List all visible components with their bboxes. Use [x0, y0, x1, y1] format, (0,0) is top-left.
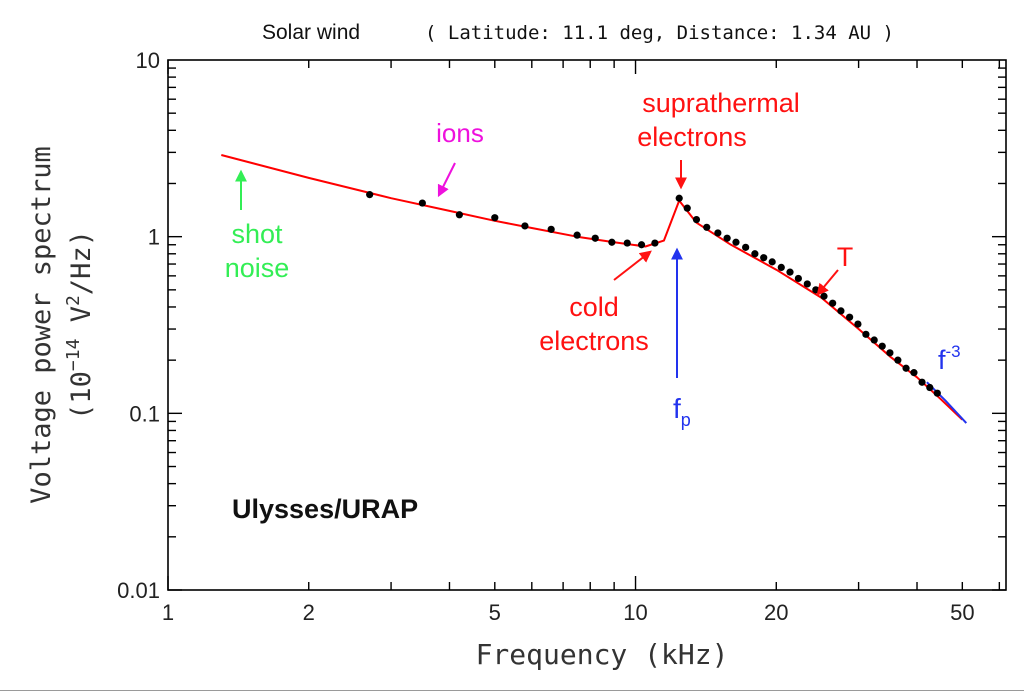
cold-electrons-label-line1: cold — [569, 292, 619, 322]
measured-point — [742, 243, 750, 251]
y-unit-prefix: (10 — [66, 371, 97, 420]
measured-point — [547, 225, 555, 233]
y-unit-mid: V — [66, 306, 97, 339]
temperature-arrow — [816, 269, 839, 296]
y-axis-ticks: 0.01 0.1 1 10 — [117, 48, 1006, 603]
y-unit-post: /Hz) — [66, 230, 97, 295]
f3-superscript: -3 — [946, 342, 961, 361]
measured-point — [455, 211, 463, 219]
measured-point — [675, 194, 683, 202]
model-fit-line — [221, 154, 963, 421]
x-tick-label: 5 — [489, 600, 501, 625]
x-tick-label: 2 — [303, 600, 315, 625]
measured-point — [768, 258, 776, 266]
measured-point — [418, 199, 426, 207]
measured-point — [651, 239, 659, 247]
measured-point — [760, 254, 768, 262]
measured-point — [820, 292, 828, 300]
y-tick-label: 1 — [148, 225, 160, 250]
series-layer — [221, 154, 968, 424]
measured-point — [683, 204, 691, 212]
y-axis-label-line1: Voltage power spectrum — [26, 146, 57, 504]
fp-subscript: p — [681, 410, 691, 430]
bottom-divider — [0, 690, 1024, 691]
measured-point — [366, 191, 374, 199]
measured-point — [837, 307, 845, 315]
measured-point — [591, 234, 599, 242]
measured-point — [723, 234, 731, 242]
suprathermal-label-line2: electrons — [637, 122, 747, 152]
y-tick-label: 0.1 — [129, 401, 160, 426]
instrument-label: Ulysses/URAP — [232, 494, 418, 524]
measured-point — [703, 223, 711, 231]
measured-point — [803, 280, 811, 288]
temperature-label: T — [837, 242, 854, 272]
measured-point — [910, 369, 918, 377]
measured-point — [862, 330, 870, 338]
shot-noise-label-line2: noise — [225, 253, 290, 283]
measured-point — [870, 336, 878, 344]
y-axis-label: Voltage power spectrum (10−14 V2/Hz) — [26, 146, 97, 504]
measured-point — [846, 313, 854, 321]
measured-point — [794, 274, 802, 283]
measured-point — [894, 356, 902, 364]
measured-point — [926, 383, 934, 392]
measured-point — [829, 299, 837, 307]
measured-point — [918, 378, 926, 386]
measured-point — [714, 229, 722, 237]
measured-point — [521, 222, 529, 230]
y-tick-label: 10 — [136, 48, 160, 73]
fp-label: fp — [673, 393, 691, 430]
measured-point — [692, 215, 701, 224]
cold-electrons-label-line2: electrons — [539, 326, 649, 356]
y-unit-exp2: 2 — [63, 295, 84, 306]
measured-point — [637, 241, 646, 249]
measured-point — [886, 349, 894, 357]
chart-title: Solar wind — [262, 21, 360, 44]
x-tick-label: 10 — [623, 600, 647, 625]
x-axis-ticks: 1 2 5 10 20 50 — [162, 60, 1001, 625]
measured-point — [623, 239, 631, 247]
measured-point — [902, 364, 910, 372]
chart-subtitle: ( Latitude: 11.1 deg, Distance: 1.34 AU … — [425, 22, 894, 44]
measured-point — [933, 389, 941, 397]
measured-point — [608, 238, 616, 246]
y-axis-label-line2: (10−14 V2/Hz) — [63, 230, 97, 420]
ions-label: ions — [436, 118, 484, 148]
measured-point — [878, 342, 886, 350]
ions-arrow — [437, 162, 456, 198]
measured-point — [854, 320, 862, 328]
y-tick-label: 0.01 — [117, 578, 160, 603]
measured-point — [573, 231, 581, 239]
measured-point — [777, 263, 785, 271]
plot-frame — [167, 59, 1007, 591]
f3-label: f-3 — [938, 342, 961, 375]
y-unit-exp1: −14 — [63, 339, 84, 372]
measured-points-layer — [366, 191, 941, 397]
suprathermal-label-line1: suprathermal — [642, 88, 800, 118]
x-tick-label: 50 — [950, 600, 974, 625]
measured-point — [732, 238, 740, 246]
cold-electrons-arrow — [613, 250, 652, 281]
measured-point — [751, 250, 759, 258]
shot-noise-label-line1: shot — [231, 219, 283, 249]
x-axis-label: Frequency (kHz) — [476, 638, 729, 671]
x-tick-label: 20 — [764, 600, 788, 625]
x-tick-label: 1 — [162, 600, 174, 625]
measured-point — [491, 214, 499, 222]
fp-base: f — [673, 393, 681, 424]
measured-point — [786, 268, 794, 276]
f3-base: f — [938, 345, 946, 375]
